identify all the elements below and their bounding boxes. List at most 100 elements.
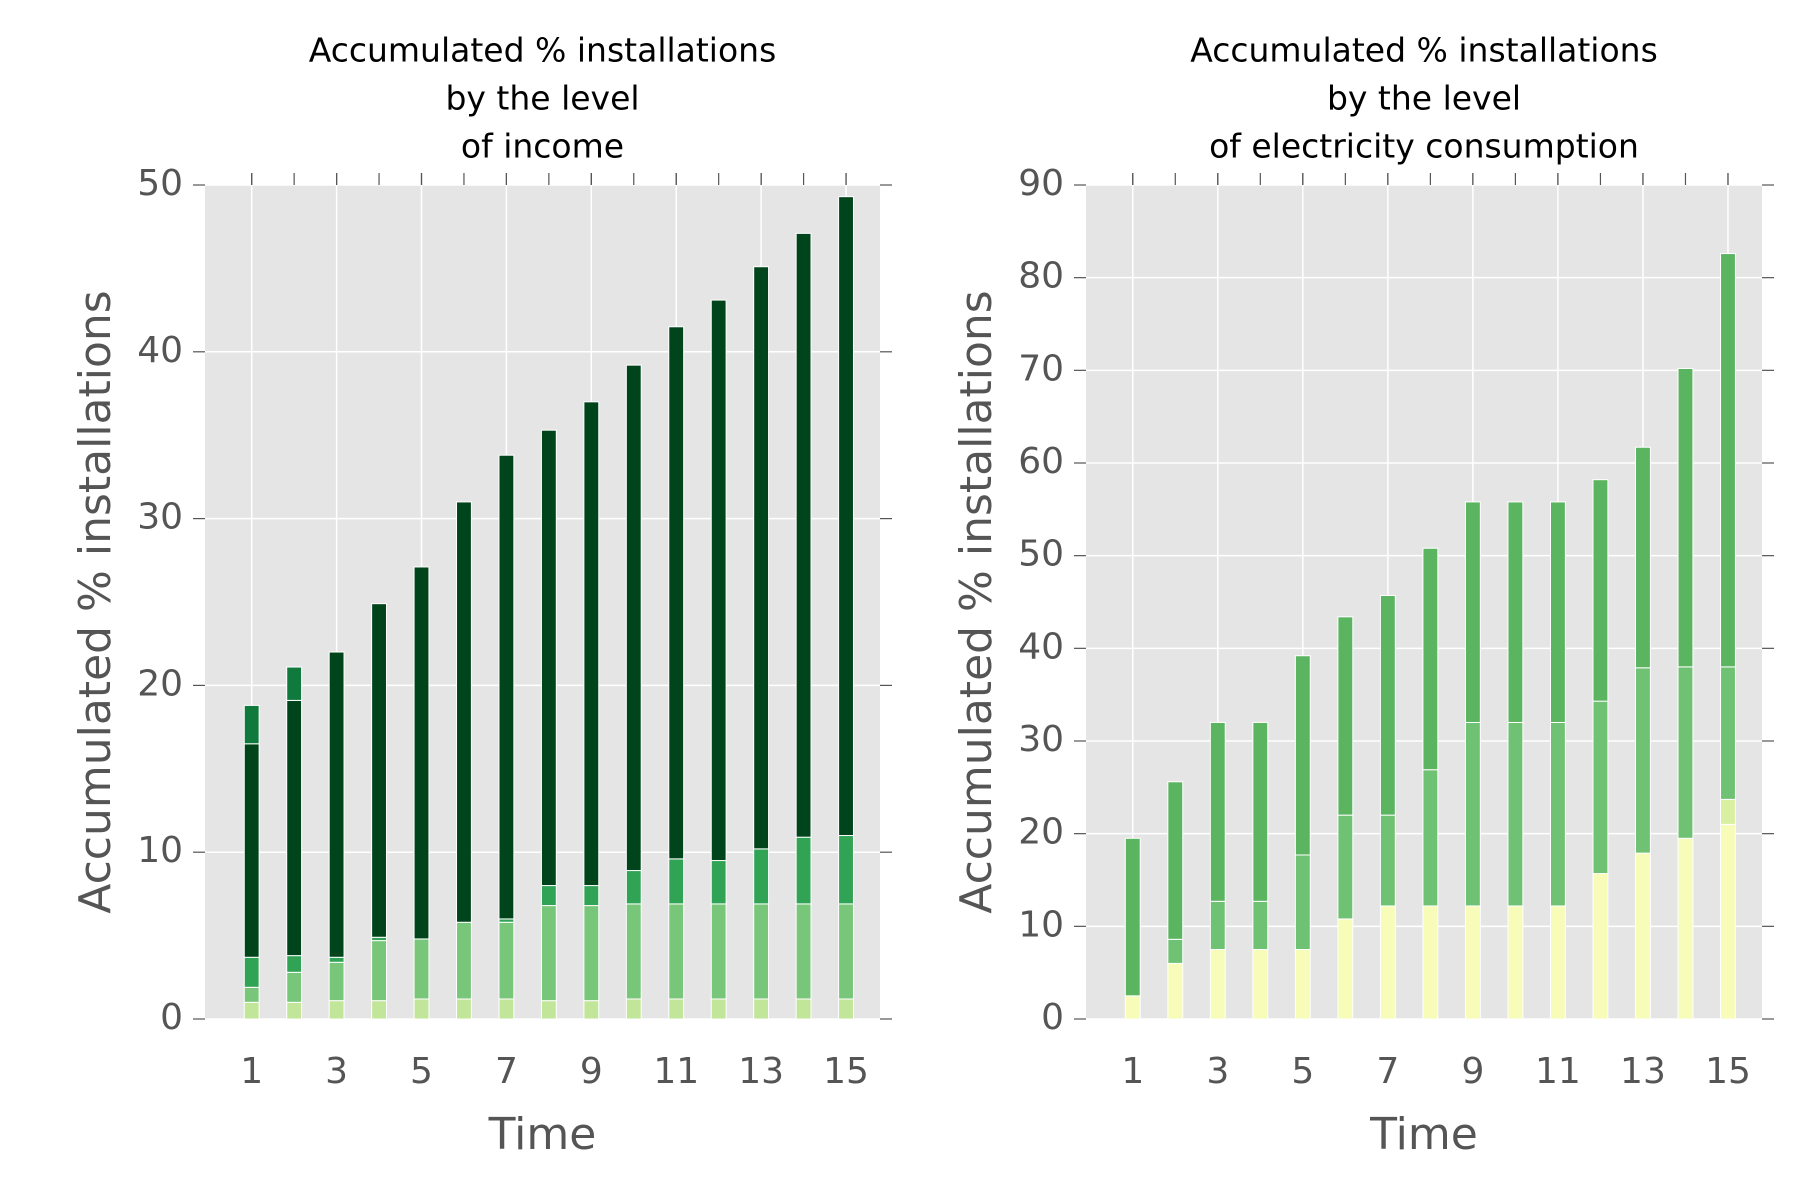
bar-segment [1252,949,1269,1020]
bar-segment [1294,655,1311,856]
y-axis-label: Accumulated % installations [70,290,121,913]
y-tick-label: 10 [1018,904,1064,945]
bar-segment [1549,905,1566,1020]
y-tick-label: 50 [137,163,183,204]
bar-segment [1635,446,1651,669]
bar-segment [243,986,260,1003]
bar-segment [286,971,303,1003]
bar-segment [838,835,854,905]
bar-segment [1464,501,1481,723]
bar-segment [1720,823,1736,1020]
x-tick-label: 11 [1535,1051,1581,1092]
bar-segment [753,903,770,1000]
bar-segment [1294,949,1311,1020]
x-tick-label: 7 [1376,1051,1399,1092]
bar-segment [371,940,387,1002]
bar-segment [286,699,303,957]
bar-segment [286,1001,303,1020]
y-tick-label: 90 [1018,163,1064,204]
x-tick-label: 3 [1206,1051,1229,1092]
bar-segment [1167,962,1184,1020]
bar-segment [371,1000,387,1020]
bar-segment [625,903,642,1000]
y-tick-label: 30 [137,497,183,538]
x-tick-label: 5 [410,1051,433,1092]
chart-title: of electricity consumption [1209,127,1639,166]
bar-segment [710,998,727,1020]
chart-title: by the level [1327,79,1521,118]
bar-segment [540,905,557,1002]
chart-title: Accumulated % installations [309,31,777,70]
y-tick-label: 40 [137,330,183,371]
bar-segment [286,666,303,701]
bar-segment [540,885,557,907]
chart: Accumulated % installations by the level o… [70,31,892,1160]
chart-title: Accumulated % installations [1190,31,1658,70]
bar-segment [1464,721,1481,907]
bar-segment [1294,854,1311,950]
bar-segment [1252,721,1269,902]
x-axis-label: Time [1369,1109,1478,1160]
y-tick-label: 0 [1041,997,1064,1038]
bar-segment [583,885,600,907]
bar-segment [540,1000,557,1020]
bar-segment [498,921,515,1000]
x-tick-label: 15 [823,1051,869,1092]
bar-segment [1677,666,1694,839]
bar-segment [795,998,812,1020]
x-tick-label: 3 [325,1051,348,1092]
bar-segment [1379,905,1396,1020]
bar-segment [1464,905,1481,1020]
bar-segment [753,266,770,850]
chart-title: of income [461,127,624,166]
bar-segment [243,743,260,958]
bar-segment [625,870,642,905]
bar-segment [668,326,685,860]
bar-segment [1592,873,1609,1020]
bar-segment [838,196,854,837]
bar-segment [710,860,727,905]
x-tick-label: 1 [240,1051,263,1092]
bar-segment [1422,905,1439,1020]
bar-segment [1379,595,1396,816]
bar-segment [753,848,770,905]
bar-segment [1167,938,1184,964]
bar-segment [371,603,387,938]
x-tick-label: 11 [653,1051,699,1092]
bar-segment [456,998,472,1020]
bar-segment [456,501,472,923]
bar-segment [498,998,515,1020]
bar-segment [243,704,260,745]
bar-segment [1252,900,1269,951]
x-tick-label: 7 [495,1051,518,1092]
x-tick-label: 1 [1121,1051,1144,1092]
y-tick-label: 70 [1018,348,1064,389]
bar-segment [413,566,430,940]
bar-segment [286,955,303,973]
y-tick-label: 10 [137,830,183,871]
bar-segment [1167,781,1184,940]
bar-segment [625,364,642,872]
bar-segment [328,956,345,963]
y-tick-label: 80 [1018,256,1064,297]
bar-segment [838,998,854,1020]
bar-segment [583,1000,600,1020]
bar-segment [795,836,812,905]
x-tick-label: 5 [1291,1051,1314,1092]
x-tick-label: 9 [580,1051,603,1092]
bar-segment [1720,666,1736,800]
bar-segment [1507,721,1524,907]
bar-segment [1592,700,1609,875]
bar-segment [753,998,770,1020]
bar-segment [1507,905,1524,1020]
bar-segment [1209,900,1226,951]
x-tick-label: 9 [1461,1051,1484,1092]
y-tick-label: 20 [137,663,183,704]
bar-segment [1379,814,1396,907]
bar-segment [243,1001,260,1020]
y-tick-label: 60 [1018,441,1064,482]
bar-segment [1337,814,1354,920]
bar-segment [795,903,812,1000]
bar-segment [1720,253,1736,668]
